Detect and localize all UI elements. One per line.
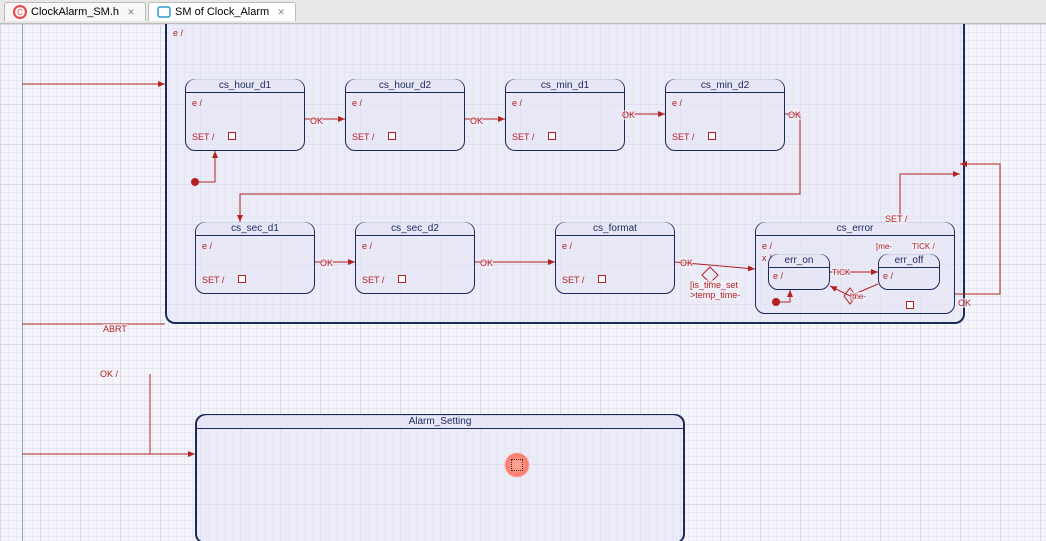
tab-label: SM of Clock_Alarm [175,6,269,18]
canvas-left-edge [22,24,23,541]
state-cs-format[interactable]: cs_format e / SET / [555,222,675,294]
tab-sm-clock-alarm[interactable]: SM of Clock_Alarm ✕ [148,2,296,21]
transition-label-tick: TICK [832,268,850,277]
entry-action: e / [883,271,893,281]
close-icon[interactable]: ✕ [275,6,287,18]
entry-action: e / [192,98,202,108]
entry-action: e / [202,241,212,251]
initial-pseudostate [772,298,780,306]
transition-label-ok: OK [958,298,971,308]
state-err-off[interactable]: err_off e / [878,254,940,290]
close-icon[interactable]: ✕ [125,6,137,18]
transition-guard-istimeset: [is_time_set >temp_time- [690,280,740,300]
self-transition-pin [398,275,406,283]
cursor-highlight [504,452,530,478]
entry-action: e / [173,28,183,38]
state-cs-hour-d1[interactable]: cs_hour_d1 e / SET / [185,79,305,151]
svg-text:C: C [17,8,23,17]
entry-action: e / [672,98,682,108]
state-cs-min-d2[interactable]: cs_min_d2 e / SET / [665,79,785,151]
self-transition-pin [906,301,914,309]
initial-pseudostate [191,178,199,186]
state-alarm-setting[interactable]: Alarm_Setting [195,414,685,541]
self-transition-pin [388,132,396,140]
transition-label-tick: TICK / [912,242,935,251]
set-action: SET / [672,132,694,142]
state-cs-min-d1[interactable]: cs_min_d1 e / SET / [505,79,625,151]
tab-clockalarm-header[interactable]: C ClockAlarm_SM.h ✕ [4,2,146,21]
transition-label-ok: OK [470,116,483,126]
entry-action: e / [762,241,772,251]
state-title: err_off [879,254,939,268]
tab-bar: C ClockAlarm_SM.h ✕ SM of Clock_Alarm ✕ [0,0,1046,24]
transition-label-ok: OK [680,258,693,268]
transition-label-ok: OK [310,116,323,126]
entry-action: e / [562,241,572,251]
state-title: cs_format [556,222,674,236]
transition-label-ok: OK [622,110,635,120]
c-file-icon: C [13,5,27,19]
self-transition-pin [548,132,556,140]
transition-label-ok: OK [480,258,493,268]
state-title: cs_error [756,222,954,236]
set-action: SET / [202,275,224,285]
self-transition-pin [708,132,716,140]
transition-label-guard: [me- [850,292,866,301]
state-title: cs_hour_d2 [346,79,464,93]
set-action: SET / [362,275,384,285]
tab-label: ClockAlarm_SM.h [31,6,119,18]
transition-label-ok: OK [788,110,801,120]
state-title: Alarm_Setting [197,415,683,429]
transition-label-ok: OK [320,258,333,268]
entry-action: e / [512,98,522,108]
state-title: cs_min_d2 [666,79,784,93]
transition-label-set: SET / [885,214,907,224]
state-title: cs_sec_d2 [356,222,474,236]
entry-action: e / [773,271,783,281]
state-cs-sec-d2[interactable]: cs_sec_d2 e / SET / [355,222,475,294]
self-transition-pin [238,275,246,283]
self-transition-pin [228,132,236,140]
entry-action: e / [352,98,362,108]
set-action: SET / [562,275,584,285]
state-title: err_on [769,254,829,268]
state-err-on[interactable]: err_on e / [768,254,830,290]
diagram-canvas[interactable]: e / cs_hour_d1 e / SET / cs_hour_d2 e / … [0,24,1046,541]
transition-label-ok-action: OK / [100,369,118,379]
set-action: SET / [512,132,534,142]
set-action: SET / [192,132,214,142]
transition-label-guard: [me- [876,242,892,251]
entry-action: e / [362,241,372,251]
state-cs-hour-d2[interactable]: cs_hour_d2 e / SET / [345,79,465,151]
set-action: SET / [352,132,374,142]
state-title: cs_hour_d1 [186,79,304,93]
state-cs-sec-d1[interactable]: cs_sec_d1 e / SET / [195,222,315,294]
state-title: cs_min_d1 [506,79,624,93]
transition-label-abrt: ABRT [103,324,127,334]
self-transition-pin [598,275,606,283]
state-title: cs_sec_d1 [196,222,314,236]
statemachine-icon [157,5,171,19]
